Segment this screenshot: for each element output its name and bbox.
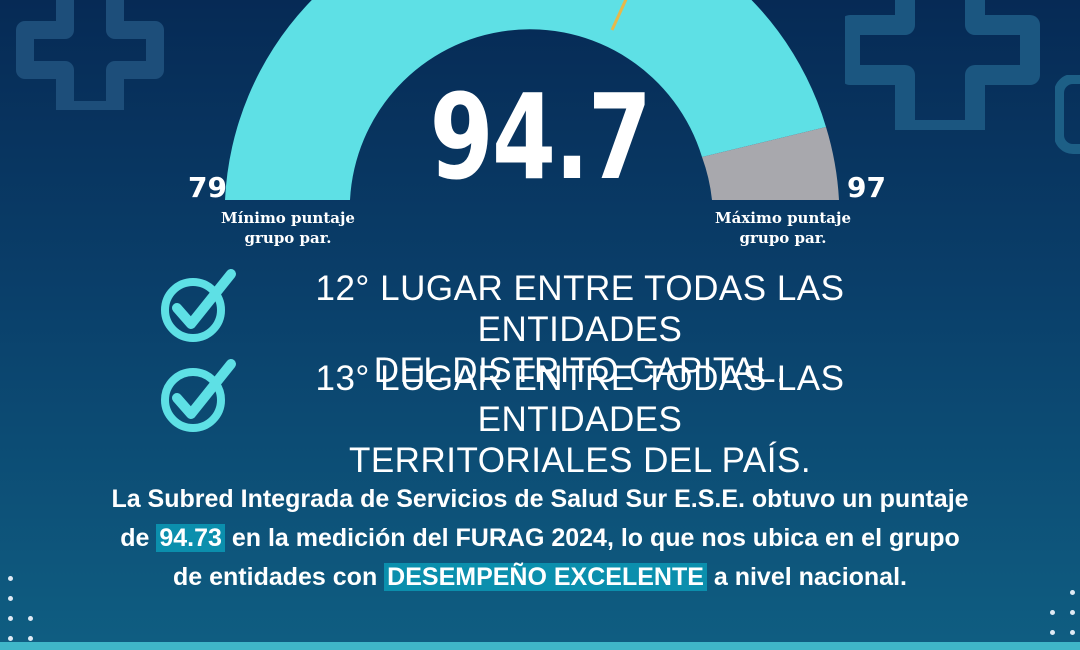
performance-highlight: DESEMPEÑO EXCELENTE <box>384 563 707 591</box>
summary-line1: La Subred Integrada de Servicios de Salu… <box>111 485 969 513</box>
ranking-text: 13° LUGAR ENTRE TODAS LAS ENTIDADES TERR… <box>240 358 920 481</box>
cross-icon-right <box>845 0 1040 130</box>
summary-line2: de 94.73 en la medición del FURAG 2024, … <box>40 519 1040 558</box>
ranking-line1: 13° LUGAR ENTRE TODAS LAS ENTIDADES <box>315 359 845 439</box>
score-gauge <box>225 0 839 200</box>
gauge-fill-arc <box>225 0 826 200</box>
gauge-min-caption: Mínimo puntaje grupo par. <box>208 208 368 249</box>
bottom-accent-bar <box>0 642 1080 650</box>
check-circle-icon <box>161 359 236 432</box>
gauge-needle <box>610 0 628 31</box>
min-caption-line2: grupo par. <box>244 229 332 248</box>
summary-line3: de entidades con DESEMPEÑO EXCELENTE a n… <box>40 558 1040 597</box>
summary-text: de entidades con <box>173 563 385 591</box>
max-caption-line1: Máximo puntaje <box>715 209 851 227</box>
summary-paragraph: La Subred Integrada de Servicios de Salu… <box>40 480 1040 597</box>
summary-text: a nivel nacional. <box>706 563 907 591</box>
dots-decoration-right <box>1040 590 1080 650</box>
min-caption-line1: Mínimo puntaje <box>221 209 355 227</box>
summary-text: de <box>120 524 157 552</box>
ranking-text: 12° LUGAR ENTRE TODAS LAS ENTIDADES DEL … <box>240 268 920 391</box>
summary-text: en la medición del FURAG 2024, lo que no… <box>224 524 960 552</box>
ranking-line2: TERRITORIALES DEL PAÍS. <box>348 441 812 480</box>
gauge-score-value: 94.7 <box>429 68 652 206</box>
cross-icon-left <box>16 0 164 110</box>
max-caption-line2: grupo par. <box>739 229 827 248</box>
gauge-max-caption: Máximo puntaje grupo par. <box>703 208 863 249</box>
gauge-min-value: 79 <box>188 171 227 204</box>
gauge-remainder-arc <box>702 127 839 200</box>
gauge-max-value: 97 <box>847 171 886 204</box>
check-circle-icon <box>161 269 236 342</box>
cross-icon-edge <box>1055 75 1080 154</box>
ranking-line2: DEL DISTRITO CAPITAL. <box>373 351 787 390</box>
score-highlight: 94.73 <box>156 524 225 552</box>
ranking-line1: 12° LUGAR ENTRE TODAS LAS ENTIDADES <box>315 269 845 349</box>
dots-decoration-left <box>0 570 40 650</box>
